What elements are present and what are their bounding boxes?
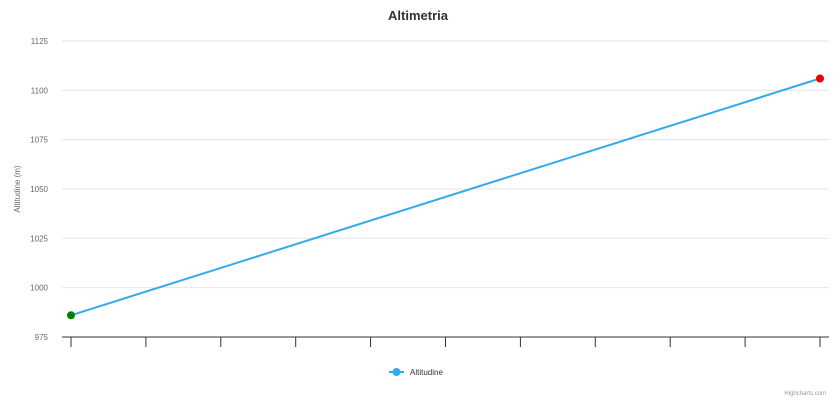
axis-layer: 975 1000 1025 1050 1075 1100 1125 bbox=[30, 37, 829, 347]
y-tick-label: 1075 bbox=[30, 136, 48, 145]
y-tick-label: 1100 bbox=[31, 86, 49, 95]
y-tick-label: 1025 bbox=[30, 234, 48, 243]
y-tick-label: 1125 bbox=[31, 37, 49, 46]
legend[interactable]: Altitudine bbox=[389, 368, 443, 377]
y-tick-label: 975 bbox=[35, 333, 49, 342]
data-point bbox=[67, 311, 75, 320]
data-point bbox=[816, 74, 824, 83]
chart-title: Altimetria bbox=[388, 8, 449, 23]
grid-layer bbox=[62, 40, 829, 289]
series-line bbox=[70, 77, 821, 317]
legend-marker-icon bbox=[392, 368, 401, 376]
credits-link[interactable]: Highcharts.com bbox=[784, 391, 826, 397]
y-tick-label: 1000 bbox=[30, 284, 48, 293]
legend-item-label[interactable]: Altitudine bbox=[410, 368, 443, 377]
y-axis-label: Altitudine (m) bbox=[13, 165, 22, 212]
y-tick-label: 1050 bbox=[30, 185, 48, 194]
series-layer bbox=[67, 74, 824, 320]
